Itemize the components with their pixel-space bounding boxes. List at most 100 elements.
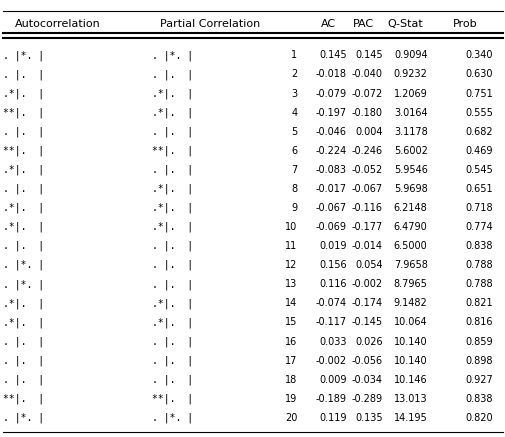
Text: . |.  |: . |. | bbox=[3, 184, 43, 194]
Text: 9.1482: 9.1482 bbox=[393, 298, 427, 309]
Text: .*|.  |: .*|. | bbox=[3, 165, 43, 175]
Text: . |.  |: . |. | bbox=[152, 336, 192, 347]
Text: -0.046: -0.046 bbox=[315, 127, 346, 137]
Text: .*|.  |: .*|. | bbox=[152, 108, 192, 118]
Text: . |.  |: . |. | bbox=[152, 355, 192, 366]
Text: -0.224: -0.224 bbox=[315, 146, 346, 156]
Text: 0.821: 0.821 bbox=[465, 298, 492, 309]
Text: 10.140: 10.140 bbox=[393, 336, 427, 347]
Text: 6.2148: 6.2148 bbox=[393, 203, 427, 213]
Text: 0.469: 0.469 bbox=[465, 146, 492, 156]
Text: -0.067: -0.067 bbox=[315, 203, 346, 213]
Text: . |.  |: . |. | bbox=[3, 241, 43, 251]
Text: . |.  |: . |. | bbox=[152, 279, 192, 290]
Text: 10: 10 bbox=[285, 222, 297, 232]
Text: .*|.  |: .*|. | bbox=[3, 317, 43, 328]
Text: -0.069: -0.069 bbox=[315, 222, 346, 232]
Text: 8.7965: 8.7965 bbox=[393, 279, 427, 289]
Text: 0.145: 0.145 bbox=[318, 50, 346, 60]
Text: 0.009: 0.009 bbox=[319, 375, 346, 385]
Text: 0.927: 0.927 bbox=[465, 375, 492, 385]
Text: -0.067: -0.067 bbox=[350, 184, 382, 194]
Text: 9: 9 bbox=[291, 203, 297, 213]
Text: 16: 16 bbox=[285, 336, 297, 347]
Text: .*|.  |: .*|. | bbox=[3, 222, 43, 232]
Text: 12: 12 bbox=[285, 260, 297, 270]
Text: Q-Stat: Q-Stat bbox=[386, 19, 422, 29]
Text: -0.197: -0.197 bbox=[315, 108, 346, 118]
Text: -0.180: -0.180 bbox=[351, 108, 382, 118]
Text: 3.0164: 3.0164 bbox=[393, 108, 427, 118]
Text: . |.  |: . |. | bbox=[3, 336, 43, 347]
Text: 6.5000: 6.5000 bbox=[393, 241, 427, 251]
Text: .*|.  |: .*|. | bbox=[152, 317, 192, 328]
Text: -0.072: -0.072 bbox=[350, 89, 382, 99]
Text: 18: 18 bbox=[285, 375, 297, 385]
Text: 0.682: 0.682 bbox=[465, 127, 492, 137]
Text: 15: 15 bbox=[285, 317, 297, 327]
Text: .*|.  |: .*|. | bbox=[152, 222, 192, 232]
Text: . |*. |: . |*. | bbox=[3, 50, 43, 61]
Text: PAC: PAC bbox=[352, 19, 373, 29]
Text: 19: 19 bbox=[285, 394, 297, 404]
Text: .*|.  |: .*|. | bbox=[3, 88, 43, 99]
Text: 5: 5 bbox=[291, 127, 297, 137]
Text: 0.004: 0.004 bbox=[355, 127, 382, 137]
Text: 0.718: 0.718 bbox=[465, 203, 492, 213]
Text: **|.  |: **|. | bbox=[3, 394, 43, 404]
Text: 0.838: 0.838 bbox=[465, 394, 492, 404]
Text: 0.156: 0.156 bbox=[318, 260, 346, 270]
Text: Autocorrelation: Autocorrelation bbox=[15, 19, 101, 29]
Text: 0.898: 0.898 bbox=[465, 356, 492, 366]
Text: -0.056: -0.056 bbox=[350, 356, 382, 366]
Text: -0.174: -0.174 bbox=[350, 298, 382, 309]
Text: -0.083: -0.083 bbox=[315, 165, 346, 175]
Text: -0.117: -0.117 bbox=[315, 317, 346, 327]
Text: -0.189: -0.189 bbox=[315, 394, 346, 404]
Text: 13: 13 bbox=[285, 279, 297, 289]
Text: 0.019: 0.019 bbox=[319, 241, 346, 251]
Text: 0.9094: 0.9094 bbox=[393, 50, 427, 60]
Text: 10.140: 10.140 bbox=[393, 356, 427, 366]
Text: 20: 20 bbox=[285, 413, 297, 423]
Text: . |*. |: . |*. | bbox=[3, 279, 43, 290]
Text: AC: AC bbox=[321, 19, 336, 29]
Text: . |*. |: . |*. | bbox=[3, 260, 43, 271]
Text: . |.  |: . |. | bbox=[152, 126, 192, 137]
Text: 0.838: 0.838 bbox=[465, 241, 492, 251]
Text: 3: 3 bbox=[291, 89, 297, 99]
Text: 0.026: 0.026 bbox=[354, 336, 382, 347]
Text: -0.246: -0.246 bbox=[350, 146, 382, 156]
Text: . |*. |: . |*. | bbox=[152, 50, 192, 61]
Text: Prob: Prob bbox=[452, 19, 477, 29]
Text: 17: 17 bbox=[285, 356, 297, 366]
Text: 1: 1 bbox=[291, 50, 297, 60]
Text: .*|.  |: .*|. | bbox=[3, 203, 43, 213]
Text: 13.013: 13.013 bbox=[393, 394, 427, 404]
Text: 6.4790: 6.4790 bbox=[393, 222, 427, 232]
Text: -0.074: -0.074 bbox=[315, 298, 346, 309]
Text: 0.340: 0.340 bbox=[465, 50, 492, 60]
Text: 0.788: 0.788 bbox=[465, 279, 492, 289]
Text: . |*. |: . |*. | bbox=[152, 413, 192, 423]
Text: -0.177: -0.177 bbox=[350, 222, 382, 232]
Text: 1.2069: 1.2069 bbox=[393, 89, 427, 99]
Text: **|.  |: **|. | bbox=[3, 108, 43, 118]
Text: -0.052: -0.052 bbox=[350, 165, 382, 175]
Text: . |.  |: . |. | bbox=[152, 165, 192, 175]
Text: 5.9546: 5.9546 bbox=[393, 165, 427, 175]
Text: 0.054: 0.054 bbox=[354, 260, 382, 270]
Text: **|.  |: **|. | bbox=[3, 146, 43, 156]
Text: . |.  |: . |. | bbox=[3, 69, 43, 80]
Text: 7: 7 bbox=[291, 165, 297, 175]
Text: 0.751: 0.751 bbox=[465, 89, 492, 99]
Text: . |.  |: . |. | bbox=[3, 375, 43, 385]
Text: . |.  |: . |. | bbox=[152, 241, 192, 251]
Text: -0.014: -0.014 bbox=[351, 241, 382, 251]
Text: 0.820: 0.820 bbox=[465, 413, 492, 423]
Text: 0.033: 0.033 bbox=[319, 336, 346, 347]
Text: 0.651: 0.651 bbox=[465, 184, 492, 194]
Text: 0.859: 0.859 bbox=[465, 336, 492, 347]
Text: -0.002: -0.002 bbox=[350, 279, 382, 289]
Text: .*|.  |: .*|. | bbox=[152, 184, 192, 194]
